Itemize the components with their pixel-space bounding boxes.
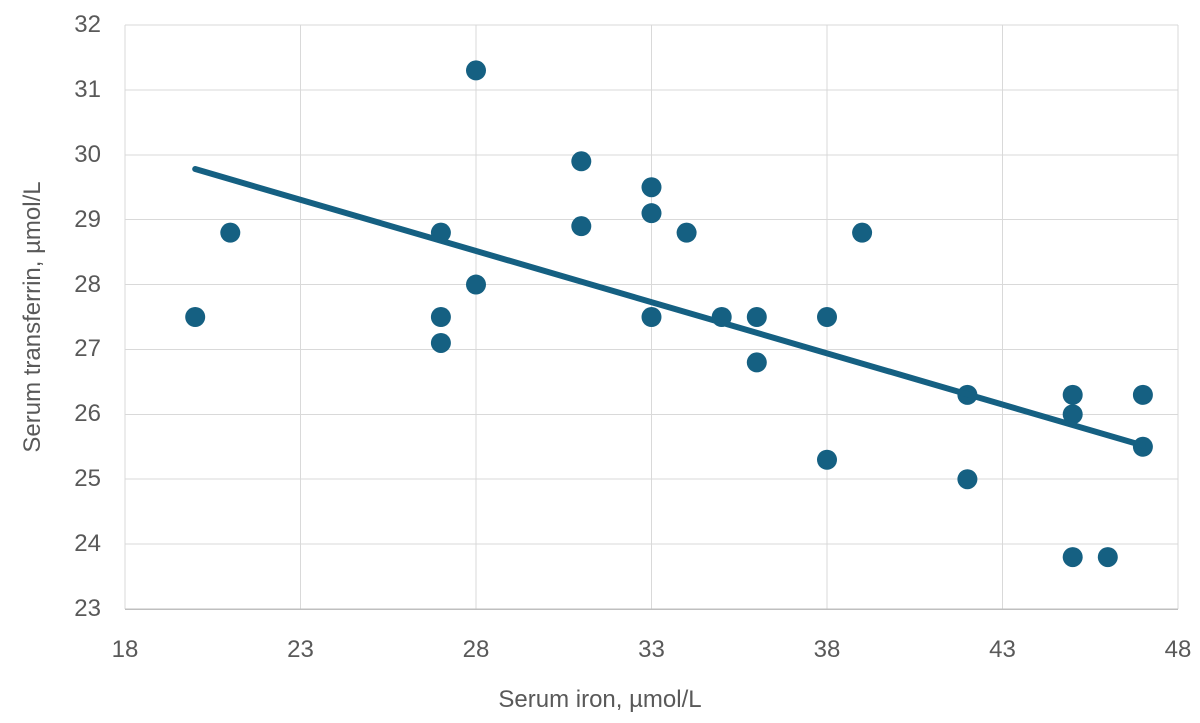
data-point bbox=[852, 222, 873, 243]
y-tick-label: 25 bbox=[74, 465, 101, 493]
x-tick-label: 33 bbox=[638, 636, 665, 663]
data-point bbox=[185, 307, 206, 327]
y-tick-label: 28 bbox=[74, 270, 101, 298]
data-point bbox=[430, 307, 451, 327]
y-tick-label: 24 bbox=[74, 530, 101, 558]
y-tick-label: 30 bbox=[74, 140, 101, 168]
data-point bbox=[1132, 384, 1153, 405]
data-point bbox=[466, 274, 486, 295]
data-point bbox=[641, 177, 662, 198]
trendline bbox=[192, 166, 1146, 449]
data-point bbox=[466, 60, 486, 81]
y-tick-label: 29 bbox=[74, 205, 101, 233]
data-point bbox=[746, 352, 767, 373]
y-axis-title: Serum transferrin, µmol/L bbox=[19, 181, 46, 453]
y-tick-label: 23 bbox=[74, 595, 101, 622]
data-point bbox=[1062, 384, 1083, 405]
data-point bbox=[746, 307, 767, 327]
data-point bbox=[676, 222, 697, 243]
data-point bbox=[641, 203, 662, 224]
x-tick-label: 23 bbox=[287, 636, 314, 663]
x-tick-label: 28 bbox=[462, 636, 490, 663]
x-tick-label: 48 bbox=[1164, 636, 1192, 663]
x-axis-title: Serum iron, µmol/L bbox=[498, 686, 702, 713]
data-point bbox=[641, 307, 662, 327]
data-point bbox=[430, 332, 451, 353]
data-point bbox=[571, 151, 592, 172]
y-tick-label: 27 bbox=[74, 335, 101, 363]
data-point bbox=[957, 469, 978, 490]
data-point bbox=[1062, 547, 1083, 568]
data-point bbox=[220, 222, 241, 243]
y-tick-label: 32 bbox=[74, 11, 101, 38]
data-point bbox=[817, 449, 837, 470]
x-tick-label: 38 bbox=[813, 636, 841, 663]
y-tick-label: 31 bbox=[74, 75, 101, 103]
y-tick-label: 26 bbox=[74, 400, 101, 428]
data-point bbox=[571, 216, 592, 237]
x-tick-label: 43 bbox=[989, 636, 1016, 663]
data-point bbox=[817, 307, 837, 327]
data-point bbox=[1097, 547, 1118, 568]
x-tick-label: 18 bbox=[111, 636, 139, 663]
data-point bbox=[1062, 404, 1083, 425]
